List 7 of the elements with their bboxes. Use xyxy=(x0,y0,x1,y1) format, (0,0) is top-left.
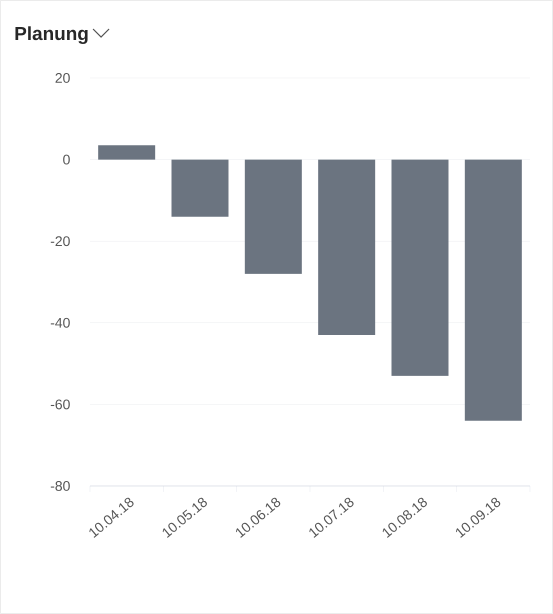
y-tick-label: -40 xyxy=(50,318,70,328)
y-tick-label: 0 xyxy=(63,154,70,165)
y-tick-label: 20 xyxy=(56,73,70,83)
y-tick-label: -20 xyxy=(50,236,70,246)
chart-title: Planung xyxy=(15,26,88,44)
y-tick-label: -80 xyxy=(50,481,70,491)
y-tick-label: -60 xyxy=(50,399,70,410)
